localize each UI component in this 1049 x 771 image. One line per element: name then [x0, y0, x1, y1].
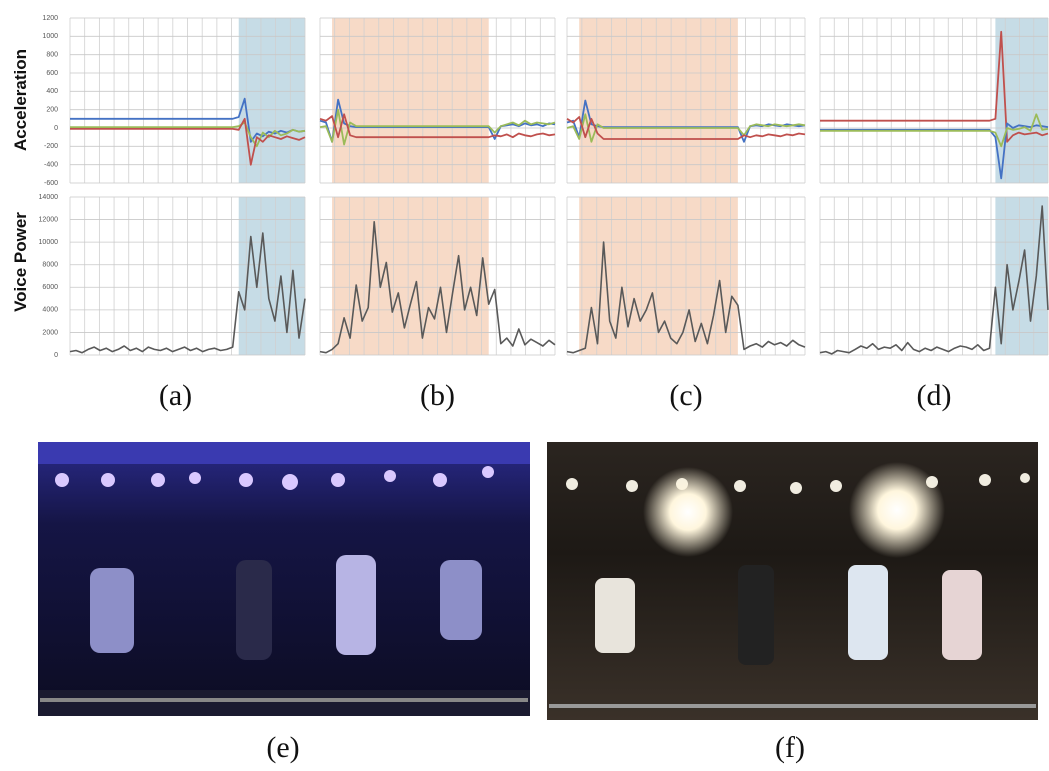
y-tick-label: 400 [46, 88, 58, 95]
y-tick-label: 600 [46, 70, 58, 77]
data-line [566, 241, 806, 354]
y-tick-label: 4000 [42, 307, 58, 314]
data-line [820, 30, 1049, 143]
y-tick-label: 8000 [42, 262, 58, 269]
y-tick-label: 1200 [42, 15, 58, 22]
accel-axis-label: Acceleration [11, 49, 30, 151]
highlight-span [332, 18, 489, 183]
data-line [566, 113, 806, 143]
data-line [319, 221, 556, 354]
data-line [319, 108, 556, 146]
y-tick-label: 6000 [42, 284, 58, 291]
panel-caption: (c) [669, 379, 702, 412]
y-tick-label: 14000 [39, 194, 59, 201]
highlight-span [238, 197, 305, 355]
data-line [820, 113, 1049, 148]
y-tick-label: 1000 [42, 33, 58, 40]
y-tick-label: 12000 [39, 216, 59, 223]
charts: -600-400-2000200400600800100012000200040… [39, 15, 1049, 412]
y-tick-label: -400 [44, 162, 58, 169]
panel-caption: (a) [159, 379, 192, 412]
data-line [70, 121, 306, 148]
y-tick-label: 800 [46, 52, 58, 59]
y-tick-label: -200 [44, 143, 58, 150]
data-line [566, 116, 806, 140]
data-line [819, 205, 1049, 355]
highlight-span [238, 18, 305, 183]
y-tick-label: 200 [46, 107, 58, 114]
highlight-span [579, 18, 738, 183]
highlight-span [332, 197, 489, 355]
y-tick-label: 10000 [39, 239, 59, 246]
y-tick-label: 0 [54, 352, 58, 359]
photo-caption: (f) [775, 731, 805, 764]
y-tick-label: 2000 [42, 329, 58, 336]
y-tick-label: -600 [44, 180, 58, 187]
photo-f [547, 442, 1038, 720]
data-line [70, 117, 306, 166]
voice-axis-label: Voice Power [11, 212, 30, 312]
highlight-span [995, 197, 1048, 355]
panel-caption: (d) [917, 379, 952, 412]
photo-e [38, 442, 530, 716]
panel-caption: (b) [420, 379, 455, 412]
data-line [319, 113, 556, 139]
data-line [820, 122, 1049, 180]
data-line [69, 232, 306, 354]
photo-caption: (e) [266, 731, 299, 764]
y-tick-label: 0 [54, 125, 58, 132]
